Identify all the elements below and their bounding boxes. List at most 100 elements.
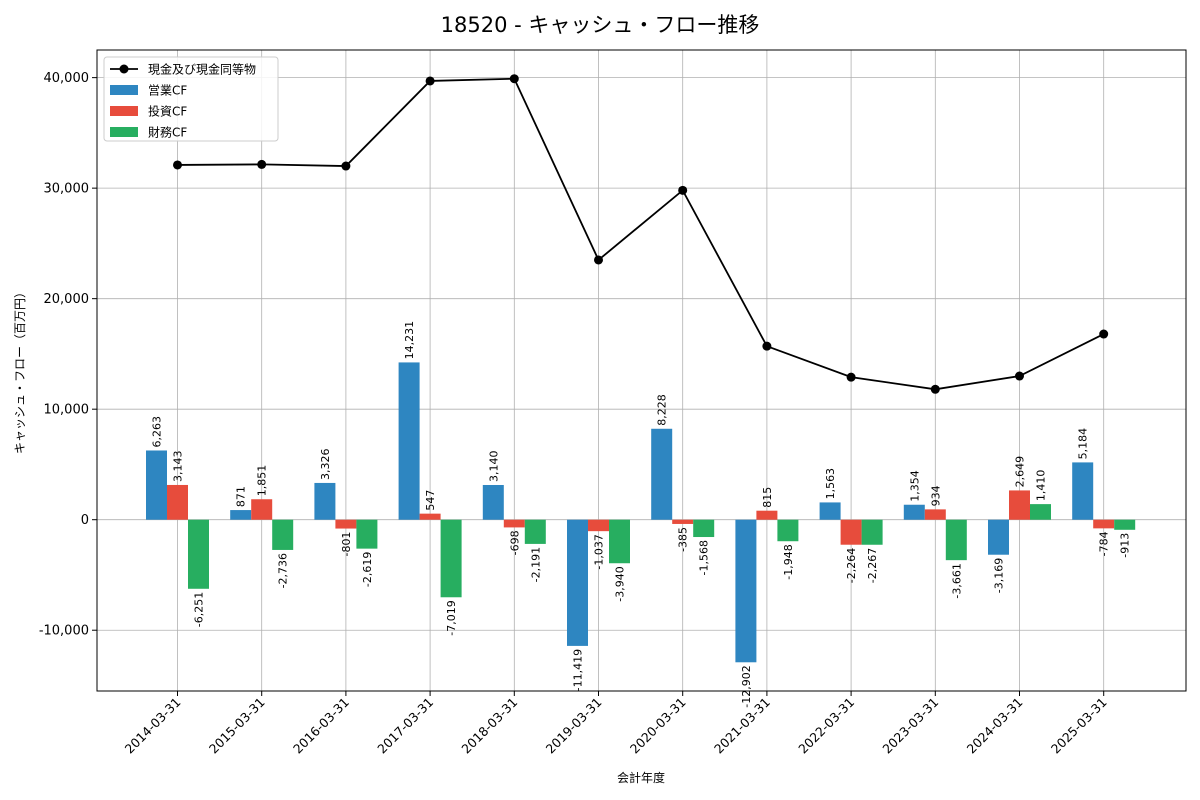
cash-line-path [177,77,1105,391]
data-label: -3,940 [614,566,627,601]
data-label: -2,736 [277,553,290,588]
y-tick-label: 30,000 [44,182,90,197]
legend-label: 財務CF [148,125,187,140]
data-label: 3,326 [319,448,332,480]
bar [335,519,357,529]
y-axis-label: キャッシュ・フロー（百万円） [13,286,27,454]
cash-point [509,74,519,84]
data-label: -2,264 [845,548,858,583]
bar [146,450,167,520]
data-label: 871 [235,486,248,507]
bar [819,502,841,520]
x-tick-label: 2017-03-31 [374,695,436,757]
bar [988,519,1009,555]
data-label: 1,410 [1035,470,1048,502]
cash-point [678,185,688,195]
bar [1114,519,1136,530]
data-label: -2,619 [361,552,374,587]
bar [903,504,925,520]
bar [693,519,715,538]
bar [588,519,609,532]
bar [419,513,441,520]
x-tick-label: 2019-03-31 [543,695,605,757]
legend-swatch [110,106,138,116]
data-label: -2,267 [866,548,879,583]
cash-point [762,341,772,351]
bar [440,519,462,598]
legend-label: 投資CF [148,104,187,119]
bar [609,519,630,564]
cash-point [1099,329,1109,339]
bar [167,484,188,520]
x-tick-label: 2016-03-31 [290,695,352,757]
bar [651,428,673,520]
y-tick-label: -10,000 [39,624,89,639]
legend-swatch [110,127,138,137]
legend-label: 営業CF [148,84,187,98]
x-tick-label: 2024-03-31 [964,695,1026,757]
bar [567,519,588,646]
data-label: -12,902 [740,665,753,707]
data-label: 3,143 [172,450,185,482]
y-tick-label: 20,000 [44,292,90,307]
cash-point [425,76,435,86]
bars [146,362,1136,663]
bar [1072,462,1094,520]
bar [230,510,252,520]
cash-point [1015,371,1024,381]
bar [314,482,336,520]
data-label: 2,649 [1014,456,1027,488]
bar [1093,519,1115,529]
x-tick-label: 2025-03-31 [1048,695,1110,757]
x-tick-label: 2018-03-31 [458,695,520,757]
data-label: -784 [1098,531,1111,556]
data-label: 934 [929,485,942,506]
data-label: 5,184 [1077,428,1090,460]
x-axis-label: 会計年度 [617,770,665,785]
grid [97,50,1186,691]
cash-point [594,255,603,265]
bar [524,519,546,544]
y-tick-label: 0 [81,513,89,528]
data-label: -801 [340,532,353,557]
data-label: 14,231 [403,321,416,360]
bar [735,519,757,663]
bar [503,519,525,528]
data-label: -3,169 [993,558,1006,593]
bar [840,519,862,545]
data-labels: 6,263 871 3,326 14,231 3,140 -11,419 8,228 -12,… [151,321,1132,708]
data-label: -1,568 [698,540,711,575]
data-label: -1,948 [782,544,795,579]
bar [777,519,799,542]
data-label: -385 [677,527,690,552]
legend-box [103,56,279,142]
x-tick-label: 2023-03-31 [879,695,941,757]
cash-point [341,161,351,171]
legend-marker [119,64,129,74]
legend-swatch [110,85,138,95]
bar [272,519,294,550]
cash-point [846,372,856,382]
data-label: 547 [424,490,437,511]
data-label: 1,354 [908,470,921,502]
x-tick-label: 2020-03-31 [627,695,689,757]
x-tick-label: 2014-03-31 [122,695,184,757]
cash-line [173,74,1109,394]
bar [1030,504,1051,520]
bar [1009,490,1030,520]
y-tick-label: 10,000 [44,403,90,418]
data-label: 8,228 [656,394,669,426]
data-label: -698 [508,530,521,555]
bar [672,519,694,524]
data-label: -6,251 [193,592,206,627]
legend-label: 現金及び現金同等物 [148,62,256,77]
bar [188,519,209,589]
bar [945,519,967,561]
data-label: -1,037 [593,534,606,569]
data-label: 1,851 [256,465,269,497]
cash-point [173,160,182,170]
bar [756,510,778,520]
data-label: -3,661 [950,563,963,598]
